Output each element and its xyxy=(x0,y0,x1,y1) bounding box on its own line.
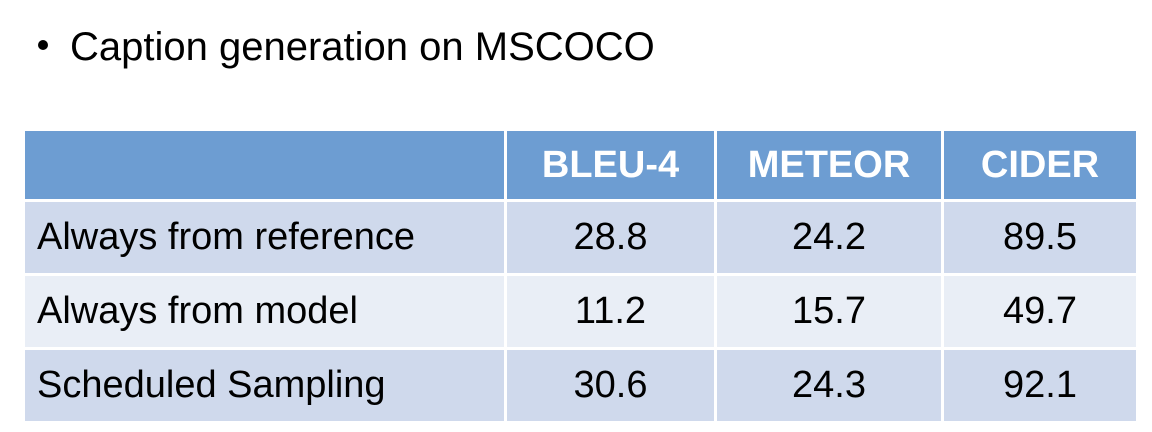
bullet-point: Caption generation on MSCOCO xyxy=(38,18,655,76)
cell-bleu4: 28.8 xyxy=(504,199,717,276)
header-corner-cell xyxy=(22,128,507,202)
row-label: Always from reference xyxy=(22,199,507,276)
row-label: Always from model xyxy=(22,273,507,350)
table-row: Always from reference 28.8 24.2 89.5 xyxy=(22,199,1139,276)
table-row: Always from model 11.2 15.7 49.7 xyxy=(22,273,1139,350)
cell-cider: 92.1 xyxy=(941,347,1139,424)
cell-bleu4: 11.2 xyxy=(504,273,717,350)
row-label: Scheduled Sampling xyxy=(22,347,507,424)
table-header-row: BLEU-4 METEOR CIDER xyxy=(22,128,1139,202)
table-row: Scheduled Sampling 30.6 24.3 92.1 xyxy=(22,347,1139,424)
cell-meteor: 24.2 xyxy=(714,199,944,276)
header-meteor: METEOR xyxy=(714,128,944,202)
cell-cider: 89.5 xyxy=(941,199,1139,276)
cell-meteor: 24.3 xyxy=(714,347,944,424)
cell-bleu4: 30.6 xyxy=(504,347,717,424)
cell-meteor: 15.7 xyxy=(714,273,944,350)
bullet-dot-icon xyxy=(38,40,48,50)
header-cider: CIDER xyxy=(941,128,1139,202)
cell-cider: 49.7 xyxy=(941,273,1139,350)
results-table: BLEU-4 METEOR CIDER Always from referenc… xyxy=(22,128,1139,424)
header-bleu4: BLEU-4 xyxy=(504,128,717,202)
bullet-text: Caption generation on MSCOCO xyxy=(70,24,655,69)
